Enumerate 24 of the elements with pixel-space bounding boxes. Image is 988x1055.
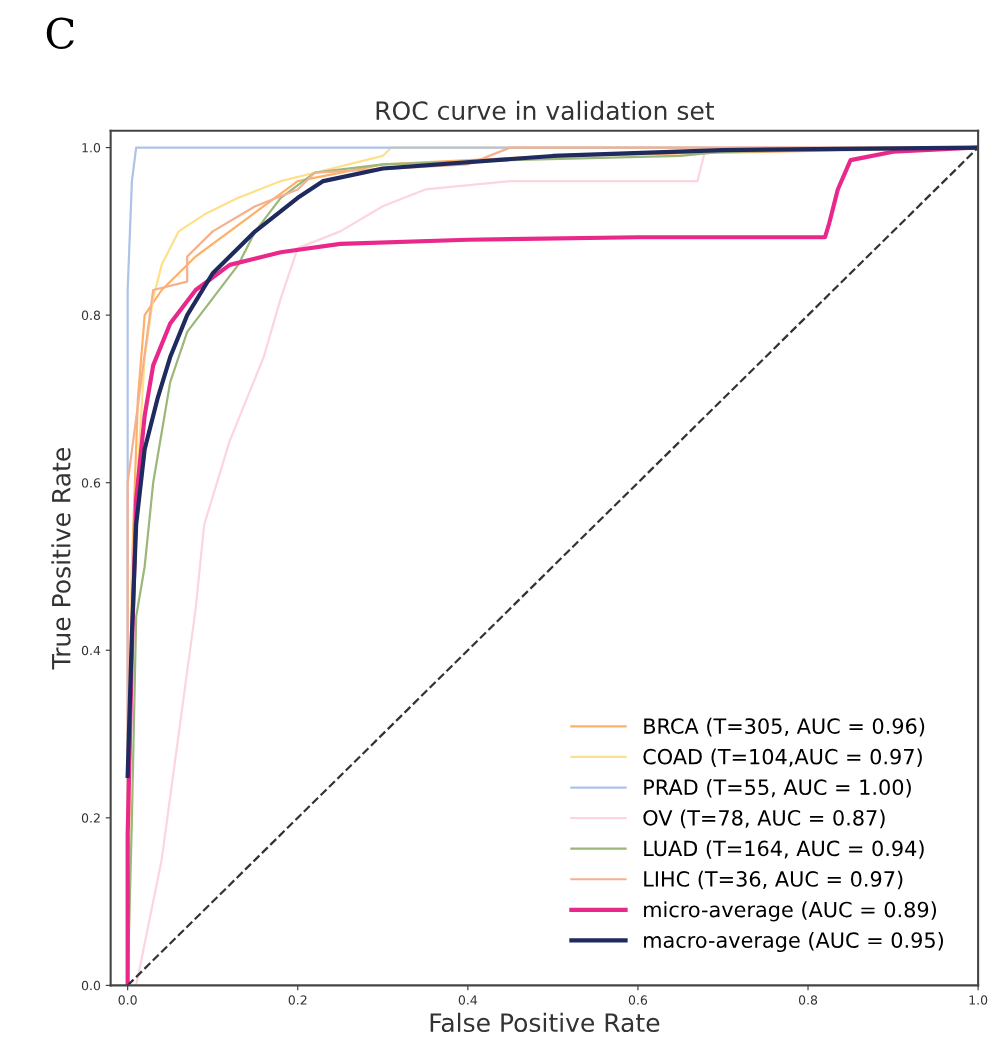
text: C [46, 17, 74, 50]
y-tick-label: 0.0 [81, 980, 101, 991]
chart-title: ROC curve in validation set [376, 100, 714, 121]
legend-label: BRCA (T=305, AUC = 0.96) [644, 717, 925, 737]
x-tick-label: 1.0 [969, 995, 988, 1005]
y-axis-title: True Positive Rate [51, 448, 71, 670]
legend-label: LIHC (T=36, AUC = 0.97) [644, 870, 903, 890]
x-axis-title: False Positive Rate [430, 1012, 660, 1033]
legend-label: LUAD (T=164, AUC = 0.94) [644, 840, 924, 859]
x-tick-label: 0.0 [118, 995, 137, 1005]
legend-label: OV (T=78, AUC = 0.87) [643, 809, 885, 829]
x-tick-label: 0.4 [458, 995, 478, 1005]
legend-label: PRAD (T=55, AUC = 1.00) [644, 779, 911, 798]
x-tick-label: 0.2 [288, 995, 307, 1005]
legend-label: micro-average (AUC = 0.89) [644, 901, 937, 922]
x-tick-label: 0.8 [798, 995, 818, 1005]
y-tick-label: 1.0 [82, 143, 101, 153]
y-tick-label: 0.8 [81, 310, 101, 321]
y-tick-label: 0.6 [81, 478, 101, 488]
y-tick-label: 0.4 [81, 645, 101, 656]
legend-label: macro-average (AUC = 0.95) [644, 931, 943, 953]
legend-label: COAD (T=104,AUC = 0.97) [643, 748, 922, 767]
x-tick-label: 0.6 [628, 995, 648, 1005]
y-tick-label: 0.2 [81, 813, 100, 823]
